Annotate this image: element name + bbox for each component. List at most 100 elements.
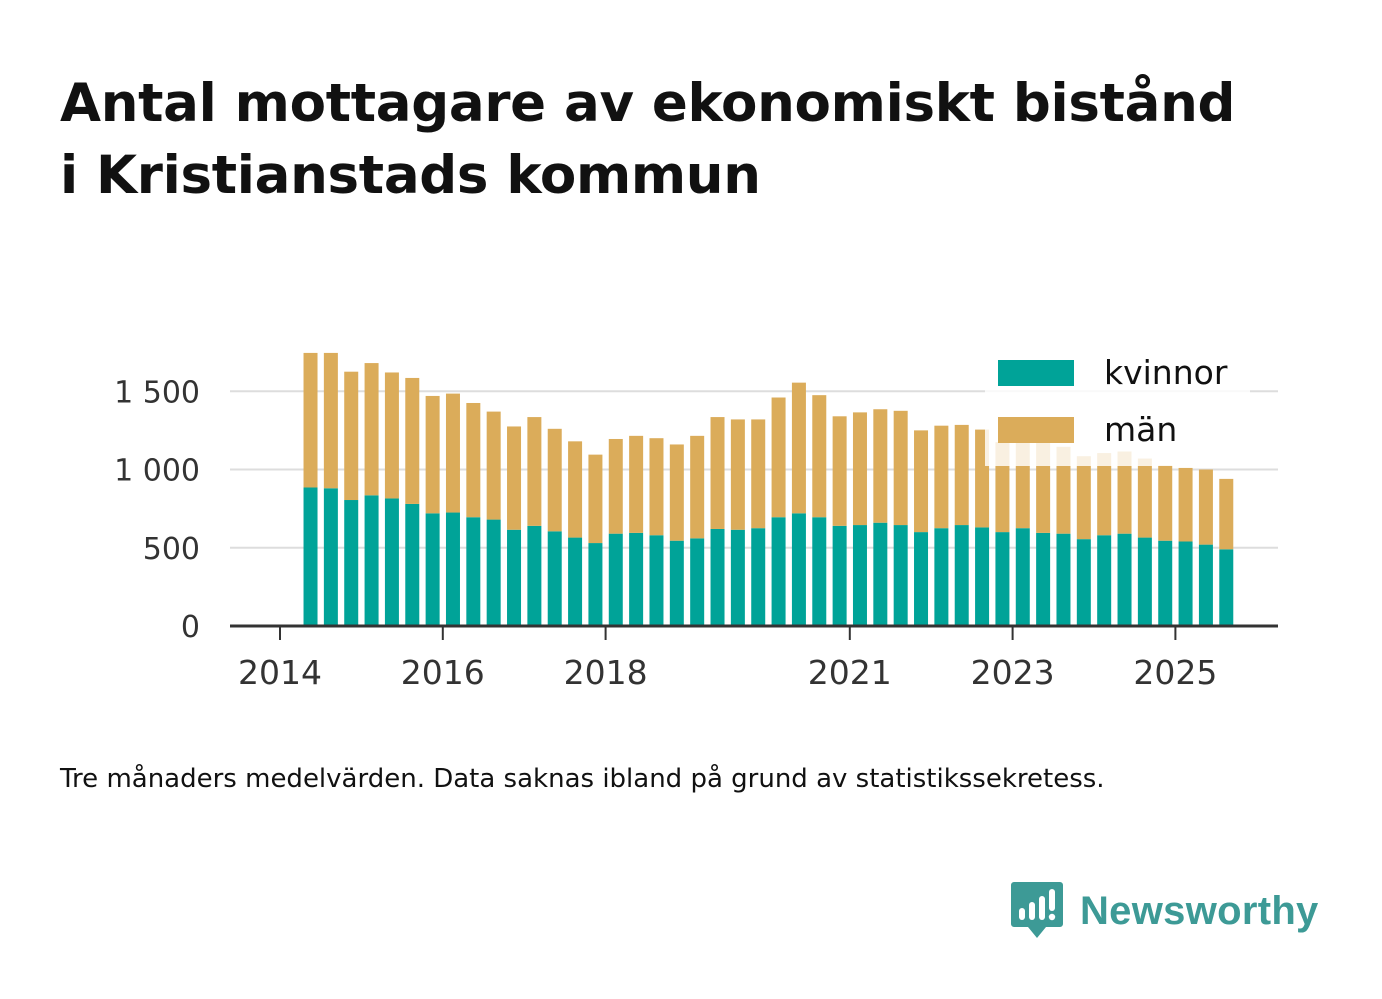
y-tick-label: 500	[143, 532, 200, 567]
bar-kvinnor	[384, 498, 399, 626]
legend-label: män	[1104, 410, 1177, 449]
bar-kvinnor	[669, 540, 684, 626]
bar-man	[730, 419, 745, 530]
bar-kvinnor	[588, 543, 603, 626]
bar-man	[690, 435, 705, 539]
bar-man	[1158, 465, 1173, 541]
bar-kvinnor	[893, 525, 908, 626]
bar-man	[649, 438, 664, 536]
bar-man	[893, 410, 908, 526]
bar-man	[608, 438, 623, 534]
bar-man	[832, 416, 847, 526]
bar-kvinnor	[1198, 544, 1213, 626]
bar-man	[1056, 446, 1071, 534]
x-tick-label: 2021	[808, 653, 892, 692]
x-tick-label: 2023	[971, 653, 1055, 692]
bar-kvinnor	[832, 525, 847, 626]
bar-kvinnor	[1158, 540, 1173, 626]
bar-man	[812, 395, 827, 518]
bar-man	[914, 430, 929, 533]
bar-kvinnor	[1178, 541, 1193, 626]
bar-man	[1076, 456, 1091, 540]
bar-kvinnor	[1076, 539, 1091, 626]
bar-kvinnor	[1137, 537, 1152, 626]
bar-kvinnor	[954, 525, 969, 626]
bar-kvinnor	[710, 528, 725, 626]
bar-kvinnor	[771, 517, 786, 626]
bar-man	[934, 425, 949, 529]
bar-man	[1198, 469, 1213, 545]
bar-kvinnor	[690, 538, 705, 626]
bar-kvinnor	[995, 532, 1010, 626]
stacked-bar-chart: 0 500 1 000 1 500 kvinnor män 2014 2016 2018 2021…	[114, 350, 1278, 692]
bar-man	[710, 417, 725, 529]
bar-man	[852, 412, 867, 526]
bar-kvinnor	[344, 500, 359, 626]
bar-man	[588, 454, 603, 544]
bar-kvinnor	[1219, 549, 1234, 626]
bar-man	[873, 409, 888, 523]
bar-kvinnor	[445, 512, 460, 626]
bar-man	[527, 417, 542, 526]
bar-man	[507, 426, 522, 530]
bar-kvinnor	[1015, 528, 1030, 626]
bar-kvinnor	[975, 527, 990, 626]
legend-swatch	[998, 360, 1074, 386]
bar-kvinnor	[914, 532, 929, 626]
bar-man	[344, 371, 359, 501]
x-tick-label: 2016	[401, 653, 485, 692]
bar-man	[303, 352, 318, 488]
brand-name: Newsworthy	[1080, 888, 1319, 933]
bar-man	[771, 397, 786, 518]
x-tick-label: 2025	[1133, 653, 1217, 692]
title-line-1: Antal mottagare av ekonomiskt bistånd	[60, 73, 1236, 134]
bar-man	[791, 382, 806, 514]
bar-kvinnor	[791, 513, 806, 626]
bar-man	[1178, 467, 1193, 542]
bar-kvinnor	[1117, 533, 1132, 626]
bar-kvinnor	[852, 525, 867, 626]
bar-man	[1097, 453, 1112, 536]
bar-man	[751, 419, 766, 529]
bar-man	[629, 435, 644, 533]
bar-kvinnor	[507, 529, 522, 626]
legend-swatch	[998, 417, 1074, 443]
bar-kvinnor	[649, 535, 664, 626]
bar-man	[466, 402, 481, 518]
x-tick-label: 2014	[238, 653, 322, 692]
y-tick-label: 1 500	[114, 375, 200, 410]
chart-footnote: Tre månaders medelvärden. Data saknas ib…	[60, 764, 1105, 794]
bar-kvinnor	[303, 487, 318, 626]
chart-title: Antal mottagare av ekonomiskt bistånd i …	[60, 68, 1350, 212]
bar-kvinnor	[1056, 533, 1071, 626]
bar-man	[568, 441, 583, 538]
bar-man	[1219, 478, 1234, 550]
bar-man	[486, 411, 501, 520]
bar-kvinnor	[812, 517, 827, 626]
bar-man	[954, 424, 969, 526]
y-tick-label: 0	[181, 610, 200, 645]
bar-kvinnor	[405, 503, 420, 626]
y-tick-label: 1 000	[114, 454, 200, 489]
bar-kvinnor	[568, 537, 583, 626]
bar-kvinnor	[608, 533, 623, 626]
bar-kvinnor	[1036, 532, 1051, 626]
newsworthy-logo-icon	[1011, 882, 1063, 938]
legend-label: kvinnor	[1104, 353, 1228, 392]
bar-kvinnor	[466, 517, 481, 626]
bar-kvinnor	[547, 531, 562, 626]
x-tick-label: 2018	[564, 653, 648, 692]
bar-kvinnor	[873, 522, 888, 626]
bar-man	[323, 352, 338, 489]
bar-kvinnor	[751, 528, 766, 626]
bar-kvinnor	[730, 529, 745, 626]
bar-kvinnor	[1097, 535, 1112, 626]
bar-kvinnor	[486, 519, 501, 626]
bar-kvinnor	[629, 532, 644, 626]
bar-kvinnor	[323, 488, 338, 626]
bar-man	[1137, 458, 1152, 538]
bar-man	[384, 372, 399, 499]
bar-man	[364, 363, 379, 496]
bar-kvinnor	[934, 528, 949, 626]
bar-man	[1117, 451, 1132, 534]
